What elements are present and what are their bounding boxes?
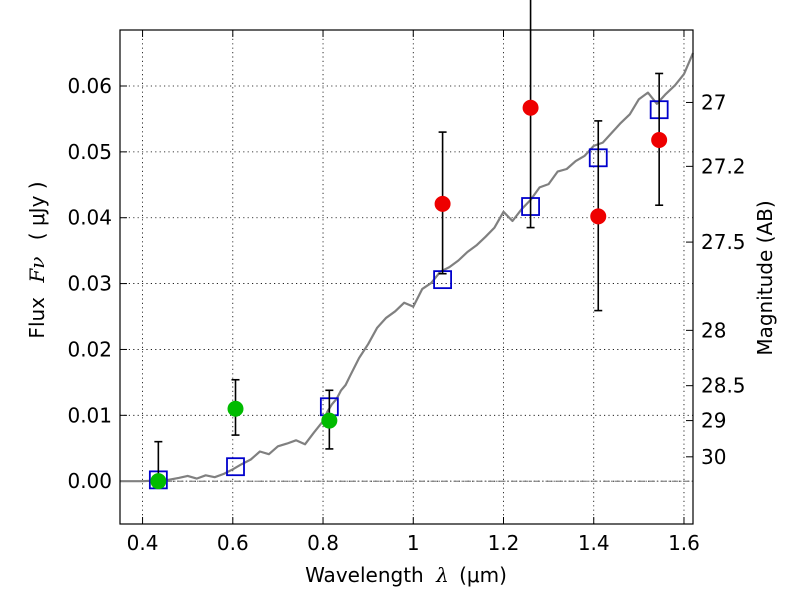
nir-detection-point [522, 99, 539, 116]
model-spectrum-line [120, 52, 695, 483]
y-tick-label: 0.01 [67, 403, 112, 427]
ticks-layer: 0.4 0.6 0.8 1 1.2 1.4 1.6 0.00 0.01 0.02 0.03 0.04 0… [67, 30, 746, 555]
grid-layer [120, 30, 693, 524]
x-axis-label: Wavelength λ (μm) [305, 563, 507, 587]
x-tick-label: 1.4 [578, 531, 610, 555]
x-tick-label: 1 [407, 531, 420, 555]
nir-detection-point [434, 195, 451, 212]
plot-layer [120, 0, 695, 490]
x-tick-label: 0.8 [307, 531, 339, 555]
y-tick-label: 0.00 [67, 469, 112, 493]
y2-tick-label: 27.5 [701, 230, 746, 254]
nir-detection-point [590, 208, 607, 225]
x-tick-label: 1.6 [668, 531, 700, 555]
y2-tick-label: 28.5 [701, 374, 746, 398]
y-tick-label: 0.03 [67, 272, 112, 296]
y-axis-label-unit: ( μJy ) [25, 181, 49, 240]
y-axis-label-prefix: Flux [25, 297, 49, 339]
y-tick-label: 0.05 [67, 140, 112, 164]
y2-axis-label: Magnitude (AB) [753, 200, 777, 355]
nir-detection-point [651, 131, 668, 148]
x-axis-label-unit: (μm) [459, 563, 507, 587]
y2-tick-label: 27 [701, 90, 726, 114]
optical-detection-point [150, 473, 167, 490]
y-tick-label: 0.04 [67, 206, 112, 230]
model-photometry-square [226, 457, 245, 477]
y-axis-label-symbol: Fν [25, 257, 49, 284]
optical-detection-point [227, 400, 244, 417]
x-axis-label-prefix: Wavelength [305, 563, 424, 587]
optical-detection-point [321, 412, 338, 429]
x-tick-label: 0.6 [217, 531, 249, 555]
x-axis-label-symbol: λ [435, 563, 449, 587]
x-tick-label: 0.4 [127, 531, 159, 555]
y2-tick-label: 28 [701, 318, 726, 342]
x-tick-label: 1.2 [488, 531, 520, 555]
y2-tick-label: 30 [701, 445, 726, 469]
y2-tick-label: 27.2 [701, 154, 746, 178]
y-tick-label: 0.02 [67, 337, 112, 361]
y-tick-label: 0.06 [67, 74, 112, 98]
y-axis-label: Flux Fν ( μJy ) [25, 181, 49, 338]
y2-tick-label: 29 [701, 409, 726, 433]
plot-frame [119, 29, 694, 525]
